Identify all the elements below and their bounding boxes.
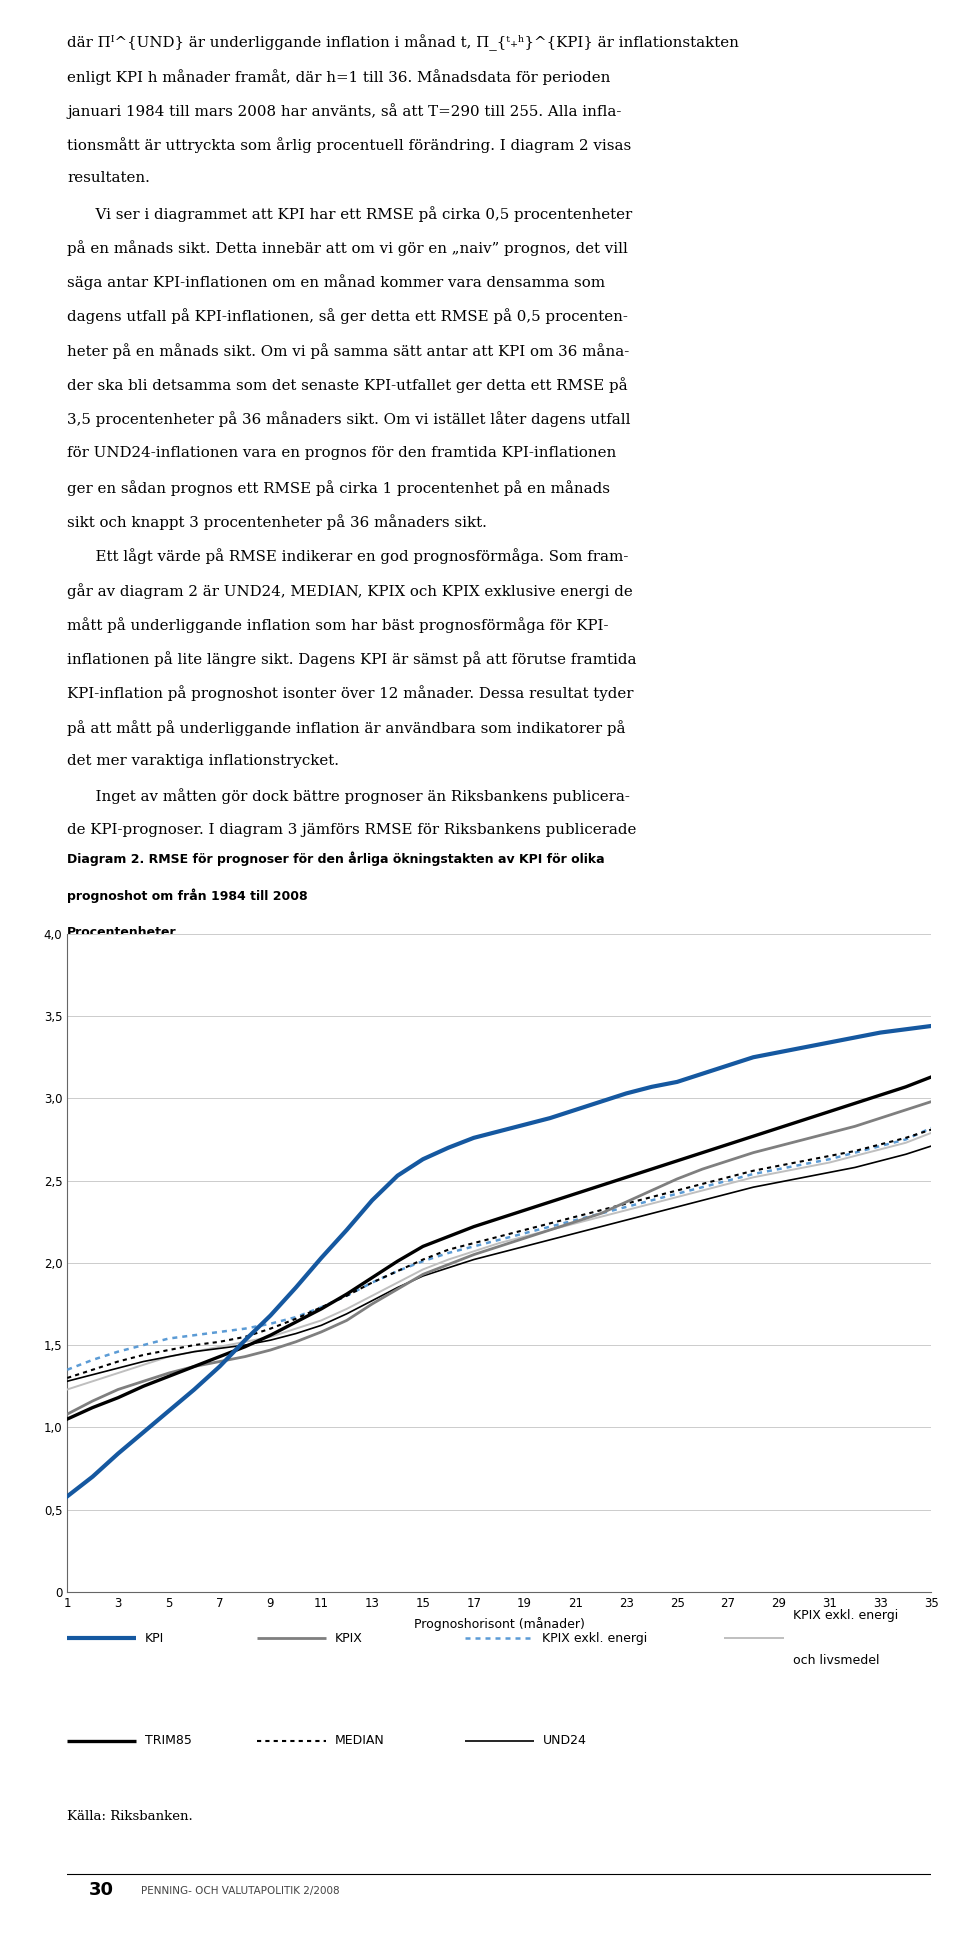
- Text: UND24: UND24: [542, 1734, 587, 1747]
- Text: KPIX exkl. energi: KPIX exkl. energi: [542, 1632, 648, 1644]
- Text: dagens utfall på KPI-inflationen, så ger detta ett RMSE på 0,5 procenten-: dagens utfall på KPI-inflationen, så ger…: [67, 308, 628, 324]
- Text: på en månads sikt. Detta innebär att om vi gör en „naiv” prognos, det vill: på en månads sikt. Detta innebär att om …: [67, 240, 628, 255]
- Text: KPIX exkl. energi: KPIX exkl. energi: [793, 1609, 899, 1622]
- Text: prognoshot om från 1984 till 2008: prognoshot om från 1984 till 2008: [67, 889, 308, 903]
- Text: och livsmedel: och livsmedel: [793, 1654, 879, 1667]
- Text: Procentenheter: Procentenheter: [67, 926, 177, 938]
- X-axis label: Prognoshorisont (månader): Prognoshorisont (månader): [414, 1617, 585, 1630]
- Text: enligt KPI h månader framåt, där h=1 till 36. Månadsdata för perioden: enligt KPI h månader framåt, där h=1 til…: [67, 68, 611, 84]
- Text: det mer varaktiga inflationstrycket.: det mer varaktiga inflationstrycket.: [67, 755, 339, 768]
- Text: 3,5 procentenheter på 36 månaders sikt. Om vi istället låter dagens utfall: 3,5 procentenheter på 36 månaders sikt. …: [67, 411, 631, 427]
- Text: der ska bli detsamma som det senaste KPI-utfallet ger detta ett RMSE på: der ska bli detsamma som det senaste KPI…: [67, 376, 628, 394]
- Text: PENNING- OCH VALUTAPOLITIK 2/2008: PENNING- OCH VALUTAPOLITIK 2/2008: [140, 1886, 339, 1895]
- Text: Källa: Riksbanken.: Källa: Riksbanken.: [67, 1810, 193, 1823]
- Text: säga antar KPI-inflationen om en månad kommer vara densamma som: säga antar KPI-inflationen om en månad k…: [67, 275, 606, 291]
- Text: januari 1984 till mars 2008 har använts, så att T=290 till 255. Alla infla-: januari 1984 till mars 2008 har använts,…: [67, 103, 621, 119]
- Text: Vi ser i diagrammet att KPI har ett RMSE på cirka 0,5 procentenheter: Vi ser i diagrammet att KPI har ett RMSE…: [67, 205, 633, 222]
- Text: mått på underliggande inflation som har bäst prognosförmåga för KPI-: mått på underliggande inflation som har …: [67, 616, 609, 634]
- Text: för UND24-inflationen vara en prognos för den framtida KPI-inflationen: för UND24-inflationen vara en prognos fö…: [67, 447, 616, 460]
- Text: inflationen på lite längre sikt. Dagens KPI är sämst på att förutse framtida: inflationen på lite längre sikt. Dagens …: [67, 651, 636, 667]
- Text: 30: 30: [88, 1882, 114, 1899]
- Text: tionsmått är uttryckta som årlig procentuell förändring. I diagram 2 visas: tionsmått är uttryckta som årlig procent…: [67, 136, 632, 152]
- Text: sikt och knappt 3 procentenheter på 36 månaders sikt.: sikt och knappt 3 procentenheter på 36 m…: [67, 515, 487, 530]
- Text: de KPI-prognoser. I diagram 3 jämförs RMSE för Riksbankens publicerade: de KPI-prognoser. I diagram 3 jämförs RM…: [67, 823, 636, 837]
- Text: MEDIAN: MEDIAN: [335, 1734, 385, 1747]
- Text: KPI: KPI: [145, 1632, 164, 1644]
- Text: går av diagram 2 är UND24, MEDIAN, KPIX och KPIX exklusive energi de: går av diagram 2 är UND24, MEDIAN, KPIX …: [67, 583, 633, 599]
- Text: där Πᴵ^{UND} är underliggande inflation i månad t, Π_{ᵗ₊ʰ}^{KPI} är inflationsta: där Πᴵ^{UND} är underliggande inflation …: [67, 35, 739, 51]
- Text: Inget av måtten gör dock bättre prognoser än Riksbankens publicera-: Inget av måtten gör dock bättre prognose…: [67, 788, 630, 803]
- Text: KPI-inflation på prognoshot isonter över 12 månader. Dessa resultat tyder: KPI-inflation på prognoshot isonter över…: [67, 686, 634, 702]
- Text: TRIM85: TRIM85: [145, 1734, 192, 1747]
- Text: Ett lågt värde på RMSE indikerar en god prognosförmåga. Som fram-: Ett lågt värde på RMSE indikerar en god …: [67, 548, 629, 564]
- Text: KPIX: KPIX: [335, 1632, 363, 1644]
- Text: resultaten.: resultaten.: [67, 172, 150, 185]
- Text: på att mått på underliggande inflation är användbara som indikatorer på: på att mått på underliggande inflation ä…: [67, 720, 626, 735]
- Text: heter på en månads sikt. Om vi på samma sätt antar att KPI om 36 måna-: heter på en månads sikt. Om vi på samma …: [67, 343, 630, 359]
- Text: ger en sådan prognos ett RMSE på cirka 1 procentenhet på en månads: ger en sådan prognos ett RMSE på cirka 1…: [67, 480, 611, 495]
- Text: Diagram 2. RMSE för prognoser för den årliga ökningstakten av KPI för olika: Diagram 2. RMSE för prognoser för den år…: [67, 852, 605, 866]
